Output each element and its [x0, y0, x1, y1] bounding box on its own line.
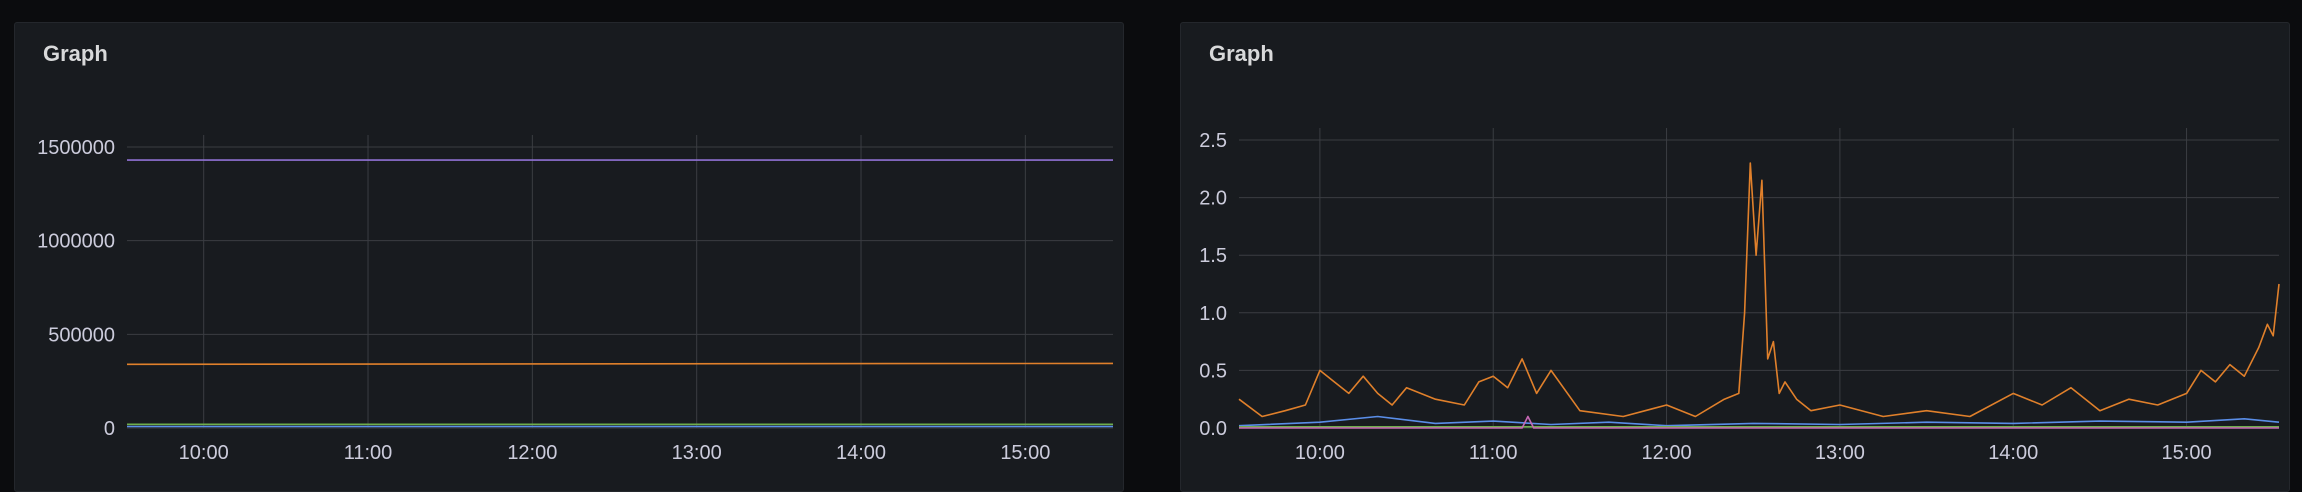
x-tick-label: 13:00: [672, 442, 722, 464]
x-tick-label: 15:00: [2162, 442, 2212, 464]
x-tick-label: 15:00: [1000, 442, 1050, 464]
y-tick-label: 2.0: [1199, 188, 1227, 210]
x-tick-label: 11:00: [1469, 442, 1518, 464]
y-tick-label: 1.0: [1199, 303, 1227, 325]
series-line: [1238, 162, 2280, 418]
series-line: [1238, 415, 2280, 427]
y-tick-label: 0.0: [1199, 418, 1227, 440]
series-line: [1239, 415, 2279, 429]
graph-panel-right: Graph 10:00 11:00 12:00 13:00 14:00 15:00 0.0 0…: [1180, 22, 2290, 492]
y-tick-label: 0: [104, 418, 115, 440]
chart-right: 10:00 11:00 12:00 13:00 14:00 15:00 0.0 0.5 1.0 1…: [1199, 128, 2280, 464]
chart-left: 10:00 11:00 12:00 13:00 14:00 15:00 0 500000 100…: [37, 135, 1114, 464]
graph-panel-left: Graph 10:00 11:00 12:00 13:00 14:00 15:00 0 500…: [14, 22, 1124, 492]
x-tick-label: 11:00: [344, 442, 393, 464]
y-tick-label: 0.5: [1199, 360, 1227, 382]
y-tick-label: 1.5: [1199, 245, 1227, 267]
series-line: [126, 362, 1114, 366]
y-tick-label: 1500000: [37, 137, 115, 159]
x-tick-label: 14:00: [836, 442, 886, 464]
panel-title[interactable]: Graph: [1209, 41, 1274, 66]
x-tick-label: 10:00: [1295, 442, 1345, 464]
x-tick-label: 13:00: [1815, 442, 1865, 464]
x-tick-label: 12:00: [1642, 442, 1692, 464]
panel-title[interactable]: Graph: [43, 41, 108, 66]
x-tick-label: 14:00: [1988, 442, 2038, 464]
x-tick-label: 12:00: [507, 442, 557, 464]
y-tick-label: 2.5: [1199, 130, 1227, 152]
y-tick-label: 500000: [48, 324, 115, 346]
y-tick-label: 1000000: [37, 231, 115, 253]
x-tick-label: 10:00: [179, 442, 229, 464]
